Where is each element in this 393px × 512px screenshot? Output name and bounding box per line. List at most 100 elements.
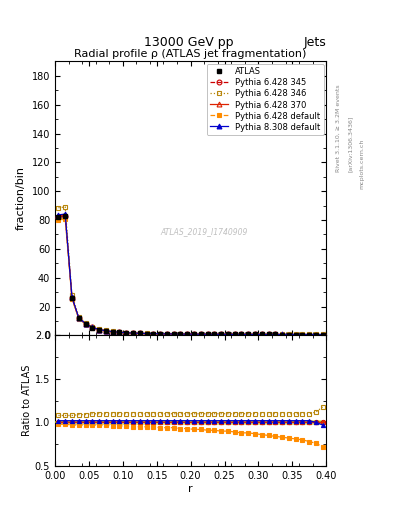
Pythia 8.308 default <box>117 329 122 335</box>
Pythia 6.428 default <box>130 330 135 336</box>
Pythia 6.428 370 <box>165 331 169 337</box>
Pythia 8.308 default <box>266 331 271 337</box>
Pythia 6.428 346 <box>56 205 61 211</box>
Pythia 6.428 346 <box>90 324 95 330</box>
Text: 13000 GeV pp: 13000 GeV pp <box>144 36 233 49</box>
Pythia 6.428 346 <box>286 331 291 337</box>
Text: Jets: Jets <box>303 36 326 49</box>
ATLAS <box>273 331 278 337</box>
Line: Pythia 6.428 default: Pythia 6.428 default <box>56 217 325 337</box>
Pythia 6.428 345 <box>286 331 291 337</box>
Pythia 8.308 default <box>253 331 257 337</box>
Pythia 6.428 346 <box>151 330 156 336</box>
ATLAS <box>97 327 101 333</box>
Pythia 6.428 346 <box>293 331 298 337</box>
Pythia 6.428 370 <box>266 331 271 337</box>
Pythia 6.428 345 <box>63 213 68 219</box>
Pythia 6.428 370 <box>219 331 224 337</box>
Pythia 6.428 346 <box>280 331 285 337</box>
Pythia 6.428 370 <box>246 331 251 337</box>
Pythia 6.428 default <box>185 331 189 337</box>
Pythia 6.428 default <box>90 325 95 331</box>
Pythia 6.428 370 <box>307 331 312 337</box>
Pythia 8.308 default <box>314 331 318 337</box>
ATLAS <box>259 331 264 337</box>
Pythia 6.428 346 <box>63 204 68 210</box>
Pythia 6.428 345 <box>307 331 312 337</box>
Pythia 6.428 default <box>63 216 68 222</box>
Pythia 8.308 default <box>293 331 298 337</box>
Pythia 6.428 345 <box>266 331 271 337</box>
Pythia 6.428 370 <box>56 213 61 219</box>
Pythia 6.428 345 <box>110 329 115 335</box>
Pythia 8.308 default <box>63 211 68 217</box>
Pythia 6.428 370 <box>286 331 291 337</box>
Title: Radial profile ρ (ATLAS jet fragmentation): Radial profile ρ (ATLAS jet fragmentatio… <box>74 49 307 59</box>
Pythia 6.428 370 <box>212 331 217 337</box>
Pythia 6.428 370 <box>151 331 156 337</box>
Pythia 6.428 default <box>293 332 298 338</box>
Pythia 6.428 346 <box>138 330 142 336</box>
Pythia 6.428 345 <box>83 321 88 327</box>
ATLAS <box>144 330 149 336</box>
ATLAS <box>198 331 203 337</box>
Pythia 6.428 370 <box>300 331 305 337</box>
Y-axis label: fraction/bin: fraction/bin <box>16 166 26 230</box>
Pythia 8.308 default <box>158 331 162 337</box>
Pythia 6.428 346 <box>97 326 101 332</box>
Pythia 6.428 346 <box>300 331 305 337</box>
Pythia 6.428 default <box>138 330 142 336</box>
ATLAS <box>246 331 251 337</box>
Pythia 6.428 345 <box>314 331 318 337</box>
Pythia 6.428 346 <box>110 328 115 334</box>
Pythia 6.428 345 <box>138 330 142 336</box>
Pythia 8.308 default <box>320 332 325 338</box>
Pythia 6.428 default <box>124 330 129 336</box>
Pythia 6.428 370 <box>185 331 189 337</box>
Pythia 6.428 default <box>158 331 162 337</box>
Pythia 8.308 default <box>185 331 189 337</box>
Pythia 6.428 370 <box>103 328 108 334</box>
Pythia 6.428 370 <box>280 331 285 337</box>
Line: ATLAS: ATLAS <box>56 214 325 337</box>
Pythia 6.428 345 <box>171 331 176 337</box>
ATLAS <box>124 330 129 336</box>
Pythia 8.308 default <box>273 331 278 337</box>
ATLAS <box>239 331 244 337</box>
Pythia 8.308 default <box>151 331 156 337</box>
Pythia 6.428 346 <box>253 331 257 337</box>
Pythia 6.428 345 <box>178 331 183 337</box>
X-axis label: r: r <box>188 483 193 494</box>
Pythia 6.428 345 <box>158 331 162 337</box>
Pythia 6.428 346 <box>226 331 230 337</box>
Pythia 8.308 default <box>138 330 142 336</box>
Pythia 6.428 346 <box>246 331 251 337</box>
Pythia 6.428 default <box>56 217 61 223</box>
Text: [arXiv:1306.3436]: [arXiv:1306.3436] <box>348 115 353 172</box>
ATLAS <box>232 331 237 337</box>
Pythia 6.428 345 <box>293 331 298 337</box>
Pythia 6.428 370 <box>171 331 176 337</box>
Pythia 6.428 370 <box>90 325 95 331</box>
Pythia 6.428 345 <box>192 331 196 337</box>
Pythia 6.428 default <box>144 331 149 337</box>
Pythia 6.428 370 <box>97 327 101 333</box>
Pythia 8.308 default <box>178 331 183 337</box>
Pythia 6.428 default <box>273 332 278 338</box>
Pythia 8.308 default <box>70 294 74 300</box>
ATLAS <box>212 331 217 337</box>
Pythia 6.428 346 <box>273 331 278 337</box>
ATLAS <box>280 331 285 337</box>
Pythia 6.428 346 <box>165 331 169 337</box>
Pythia 6.428 370 <box>192 331 196 337</box>
Pythia 6.428 345 <box>280 331 285 337</box>
ATLAS <box>165 331 169 337</box>
Pythia 6.428 370 <box>198 331 203 337</box>
Pythia 8.308 default <box>205 331 210 337</box>
Pythia 6.428 default <box>171 331 176 337</box>
Pythia 8.308 default <box>280 331 285 337</box>
Pythia 6.428 370 <box>70 294 74 301</box>
ATLAS <box>192 331 196 337</box>
Pythia 6.428 345 <box>151 331 156 337</box>
Pythia 6.428 346 <box>70 292 74 298</box>
